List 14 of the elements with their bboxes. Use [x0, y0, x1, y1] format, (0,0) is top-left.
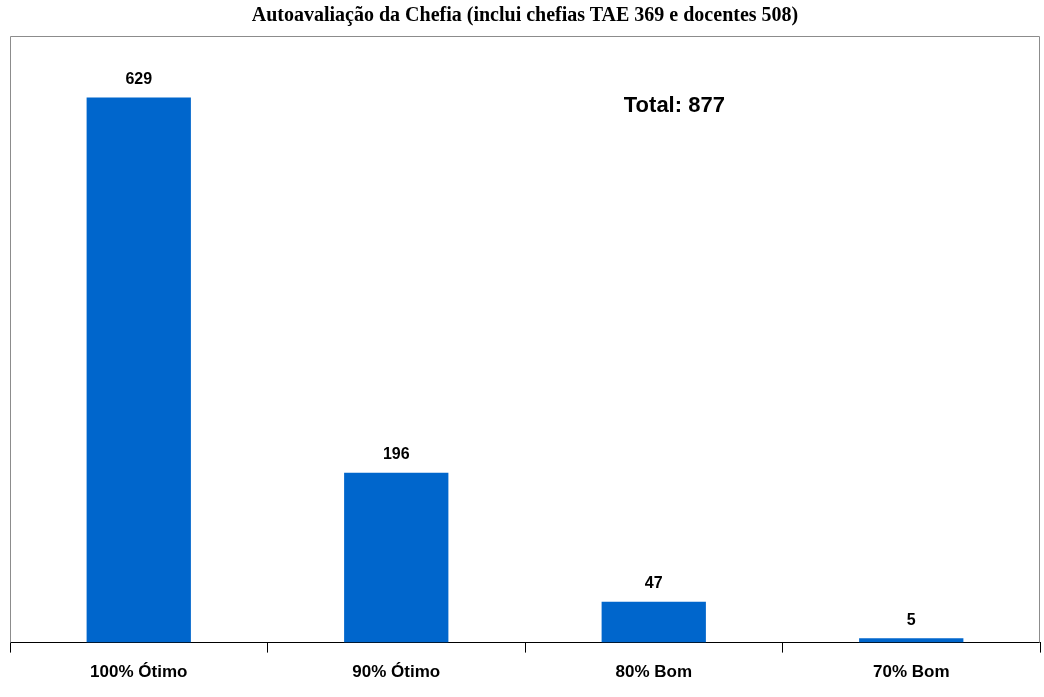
- chart-title: Autoavaliação da Chefia (inclui chefias TAE 369 e docentes 508): [251, 3, 799, 27]
- bar: [859, 638, 964, 643]
- data-label: 196: [382, 445, 410, 463]
- x-tick-label: 80% Bom: [615, 662, 693, 682]
- data-label: 629: [125, 69, 153, 87]
- x-tick-label: 70% Bom: [872, 662, 950, 682]
- bar: [86, 97, 191, 643]
- annotation: Total: 877: [623, 91, 725, 117]
- bar: [601, 601, 706, 643]
- x-tick-label: 100% Ótimo: [90, 662, 188, 682]
- data-label: 5: [906, 610, 916, 628]
- bar: [344, 472, 449, 643]
- x-tick-label: 90% Ótimo: [352, 662, 441, 682]
- data-label: 47: [644, 574, 663, 592]
